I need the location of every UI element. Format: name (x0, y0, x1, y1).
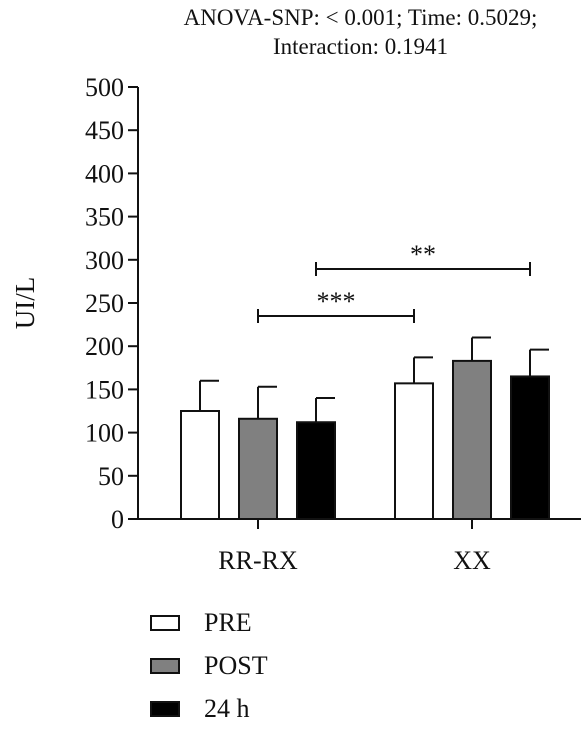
bar (394, 382, 434, 520)
chart-title-line-1: ANOVA-SNP: < 0.001; Time: 0.5029; (183, 5, 538, 30)
y-tick-label: 100 (85, 419, 124, 448)
y-tick-label: 300 (85, 246, 124, 275)
y-tick-label: 0 (111, 505, 124, 534)
bar (180, 410, 220, 520)
legend-label-24h: 24 h (204, 694, 250, 723)
bar (510, 375, 550, 520)
chart-title-line-2: Interaction: 0.1941 (272, 34, 448, 59)
legend-label-post: POST (204, 651, 268, 680)
y-axis-label: UI/L (10, 277, 40, 329)
legend-item-pre: PRE (150, 608, 268, 637)
legend-label-pre: PRE (204, 608, 252, 637)
y-tick-label: 250 (85, 289, 124, 318)
legend-swatch-pre (150, 615, 180, 631)
y-tick-label: 50 (98, 462, 124, 491)
legend-item-24h: 24 h (150, 694, 268, 723)
bar (452, 359, 492, 520)
significance-label: *** (317, 287, 356, 316)
legend: PRE POST 24 h (150, 608, 268, 738)
x-tick-label: RR-RX (218, 546, 298, 575)
legend-swatch-24h (150, 701, 180, 717)
y-tick-label: 200 (85, 332, 124, 361)
y-tick-label: 350 (85, 203, 124, 232)
bar-chart: 0 50 100 150 200 250 300 350 400 450 500 UI/L RR-RX X… (10, 73, 581, 575)
bar (238, 417, 278, 520)
y-tick-label: 450 (85, 116, 124, 145)
x-tick-label: XX (453, 546, 491, 575)
y-tick-label: 150 (85, 375, 124, 404)
y-tick-label: 400 (85, 159, 124, 188)
bar (296, 421, 336, 520)
legend-item-post: POST (150, 651, 268, 680)
y-tick-label: 500 (85, 73, 124, 102)
significance-label: ** (410, 240, 436, 269)
legend-swatch-post (150, 658, 180, 674)
